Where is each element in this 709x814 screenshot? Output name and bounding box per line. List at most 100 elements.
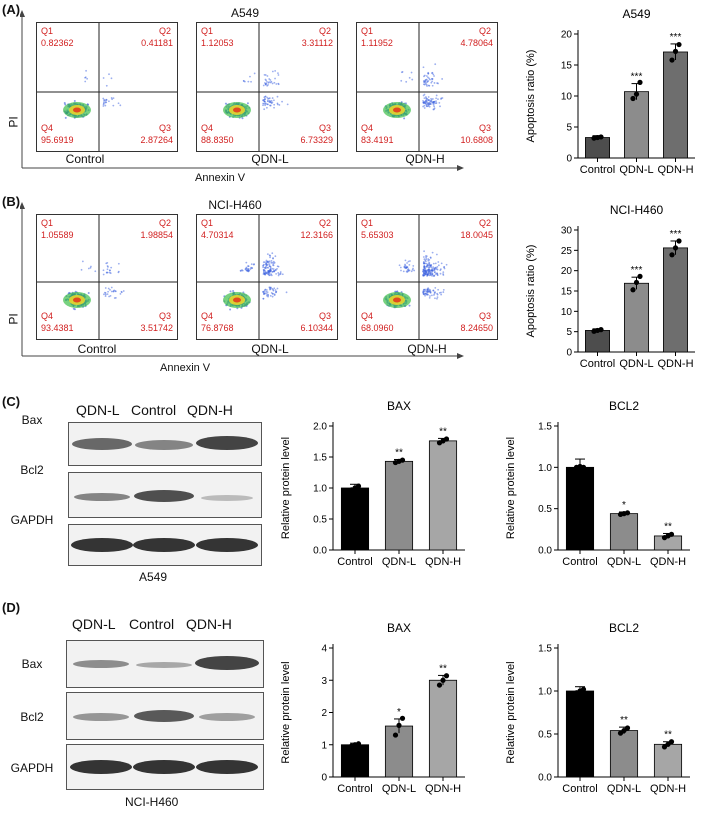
data-point bbox=[672, 245, 679, 251]
quadrant-value-q2: 4.78064 bbox=[460, 38, 493, 48]
quadrant-name-q1: Q1 bbox=[361, 26, 373, 36]
quadrant-name-q1: Q1 bbox=[41, 218, 53, 228]
quadrant-name-q4: Q4 bbox=[361, 123, 373, 133]
quadrant-value-q3: 6.10344 bbox=[300, 323, 333, 333]
quadrant-value-q1: 1.11952 bbox=[361, 38, 393, 48]
quadrant-value-q3: 10.6808 bbox=[460, 135, 493, 145]
quadrant-value-q3: 2.87264 bbox=[140, 135, 173, 145]
panel-label-d: (D) bbox=[2, 600, 21, 615]
quadrant-name-q4: Q4 bbox=[201, 311, 213, 321]
data-point bbox=[676, 238, 682, 244]
y-tick-label: 0 bbox=[566, 348, 572, 359]
blot-image-d-gapdh bbox=[66, 744, 264, 790]
bar bbox=[585, 137, 610, 159]
bar bbox=[609, 730, 639, 778]
y-axis-label: Relative protein level bbox=[505, 437, 517, 539]
quadrant-value-q4: 68.0960 bbox=[361, 323, 394, 333]
significance-label: ** bbox=[395, 447, 403, 458]
y-tick-label: 1.5 bbox=[538, 422, 552, 433]
x-tick-label: QDN-H bbox=[657, 164, 693, 176]
flow-plot-b-qdnh: Q1 5.65303 Q2 18.0045 Q4 68.0960 Q3 8.24650 bbox=[356, 214, 498, 340]
density-peak bbox=[233, 107, 241, 113]
quadrant-name-q3: Q3 bbox=[319, 311, 331, 321]
significance-label: ** bbox=[439, 663, 447, 674]
quadrant-name-q2: Q2 bbox=[159, 26, 171, 36]
chart-b-apoptosis: NCI-H460 Apoptosis ratio (%) 0 5 10 15 20 25 30 C… bbox=[520, 200, 705, 378]
x-tick-label: QDN-H bbox=[650, 556, 686, 568]
quadrant-name-q2: Q2 bbox=[319, 26, 331, 36]
blot-caption-c: A549 bbox=[139, 570, 168, 584]
data-point bbox=[440, 677, 446, 683]
bar bbox=[663, 51, 688, 159]
y-tick-label: 1.0 bbox=[538, 463, 552, 474]
quadrant-name-q2: Q2 bbox=[319, 218, 331, 228]
y-tick-label: 1 bbox=[321, 740, 327, 751]
quadrant-value-q1: 4.70314 bbox=[201, 230, 234, 240]
significance-label: * bbox=[397, 707, 401, 718]
y-tick-label: 4 bbox=[321, 644, 327, 655]
flow-name-b-qdnl: QDN-L bbox=[251, 342, 289, 356]
density-peak bbox=[233, 297, 241, 303]
y-tick-label: 0 bbox=[566, 154, 572, 165]
quadrant-value-q4: 93.4381 bbox=[41, 323, 74, 333]
quadrant-value-q4: 76.8768 bbox=[201, 323, 234, 333]
flow-name-a-qdnh: QDN-H bbox=[405, 152, 445, 166]
data-point bbox=[669, 57, 675, 63]
data-point bbox=[443, 436, 450, 442]
y-tick-label: 1.5 bbox=[538, 644, 552, 655]
data-point bbox=[676, 41, 682, 48]
x-tick-label: QDN-L bbox=[607, 556, 641, 568]
data-point bbox=[668, 739, 675, 745]
data-point bbox=[668, 531, 675, 537]
significance-label: *** bbox=[631, 72, 643, 83]
blot-image-d-bax bbox=[66, 640, 264, 688]
flow-name-a-control: Control bbox=[65, 152, 105, 166]
data-point bbox=[396, 722, 402, 728]
bar bbox=[428, 679, 458, 778]
bar bbox=[384, 460, 414, 551]
significance-label: ** bbox=[664, 730, 672, 741]
quadrant-value-q1: 1.05589 bbox=[41, 230, 74, 240]
y-tick-label: 10 bbox=[561, 92, 573, 103]
flow-plot-a-qdnh: Q1 1.11952 Q2 4.78064 Q4 83.4191 Q3 10.6808 bbox=[356, 22, 498, 152]
y-tick-label: 0.5 bbox=[538, 504, 552, 515]
data-point bbox=[443, 673, 450, 679]
bar bbox=[624, 91, 649, 159]
blot-row-c-bcl2: Bcl2 bbox=[20, 463, 44, 477]
data-point bbox=[672, 48, 679, 54]
density-peak bbox=[393, 297, 401, 303]
y-axis-label: Relative protein level bbox=[280, 661, 292, 763]
quadrant-name-q3: Q3 bbox=[159, 123, 171, 133]
significance-label: ** bbox=[620, 715, 628, 726]
quadrant-name-q3: Q3 bbox=[479, 311, 491, 321]
y-tick-label: 0.0 bbox=[538, 546, 552, 557]
chart-c-bcl2: BCL2 Relative protein level 0.0 0.5 1.0 1.5 Co… bbox=[500, 396, 700, 576]
data-point bbox=[355, 483, 362, 489]
flow-title-b: NCI-H460 bbox=[208, 198, 262, 212]
chart-title: BAX bbox=[387, 399, 411, 413]
quadrant-value-q2: 0.41181 bbox=[141, 38, 173, 48]
significance-label: ** bbox=[664, 521, 672, 532]
x-tick-label: Control bbox=[337, 783, 372, 795]
flow-plot-b-qdnl: Q1 4.70314 Q2 12.3166 Q4 76.8768 Q3 6.10344 bbox=[196, 214, 338, 340]
blot-lane-d-2: Control bbox=[129, 616, 175, 632]
chart-title: BCL2 bbox=[609, 399, 639, 413]
chart-title: BAX bbox=[387, 621, 411, 635]
bar bbox=[609, 513, 639, 551]
blot-lane-d-3: QDN-H bbox=[186, 616, 232, 632]
data-point bbox=[436, 682, 443, 688]
flow-name-b-qdnh: QDN-H bbox=[407, 342, 447, 356]
x-tick-label: QDN-L bbox=[619, 164, 653, 176]
y-axis-label: Relative protein level bbox=[505, 661, 517, 763]
y-axis-label-a: PI bbox=[6, 116, 21, 128]
y-tick-label: 0.0 bbox=[538, 773, 552, 784]
x-tick-label: Control bbox=[562, 556, 597, 568]
quadrant-name-q2: Q2 bbox=[159, 218, 171, 228]
data-point bbox=[669, 252, 675, 258]
density-peak bbox=[393, 107, 401, 113]
chart-title: A549 bbox=[622, 7, 650, 21]
flow-plot-a-qdnl: Q1 1.12053 Q2 3.31112 Q4 88.8350 Q3 6.73329 bbox=[196, 22, 338, 152]
quadrant-name-q4: Q4 bbox=[201, 123, 213, 133]
bar bbox=[384, 725, 414, 778]
y-tick-label: 15 bbox=[561, 287, 573, 298]
